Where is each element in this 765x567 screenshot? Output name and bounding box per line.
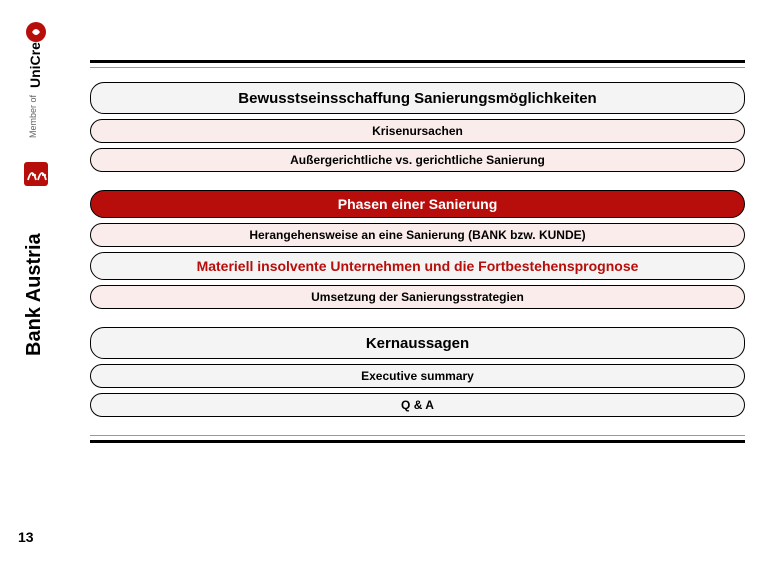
group-item: Executive summary xyxy=(90,364,745,388)
bottom-rule-thick xyxy=(90,440,745,443)
sidebar: Member of UniCredit Bank Austria xyxy=(0,0,75,567)
top-rule-thick xyxy=(90,60,745,63)
content-area: Bewusstseinsschaffung Sanierungsmöglichk… xyxy=(90,60,745,443)
group-item: Krisenursachen xyxy=(90,119,745,143)
group-item: Außergerichtliche vs. gerichtliche Sanie… xyxy=(90,148,745,172)
bank-austria-text: Bank Austria xyxy=(23,232,45,356)
group-0: Bewusstseinsschaffung Sanierungsmöglichk… xyxy=(90,82,745,172)
group-1: Phasen einer Sanierung Herangehensweise a… xyxy=(90,190,745,309)
top-rule-thin xyxy=(90,67,745,68)
group-header: Kernaussagen xyxy=(90,327,745,359)
group-header: Bewusstseinsschaffung Sanierungsmöglichk… xyxy=(90,82,745,114)
group-item: Umsetzung der Sanierungsstrategien xyxy=(90,285,745,309)
member-of-text: Member of xyxy=(28,94,38,138)
bank-austria-logo: Bank Austria xyxy=(18,160,54,360)
unicredit-logo: Member of UniCredit xyxy=(18,18,54,148)
group-item: Herangehensweise an eine Sanierung (BANK… xyxy=(90,223,745,247)
group-header: Phasen einer Sanierung xyxy=(90,190,745,218)
group-item: Q & A xyxy=(90,393,745,417)
page-number: 13 xyxy=(18,529,34,545)
group-item: Materiell insolvente Unternehmen und die… xyxy=(90,252,745,280)
bottom-rule-thin xyxy=(90,435,745,436)
group-2: Kernaussagen Executive summary Q & A xyxy=(90,327,745,417)
